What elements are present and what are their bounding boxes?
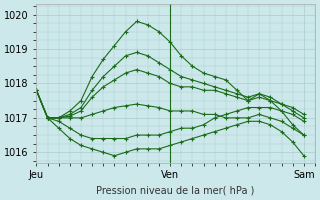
X-axis label: Pression niveau de la mer( hPa ): Pression niveau de la mer( hPa ) — [97, 186, 255, 196]
